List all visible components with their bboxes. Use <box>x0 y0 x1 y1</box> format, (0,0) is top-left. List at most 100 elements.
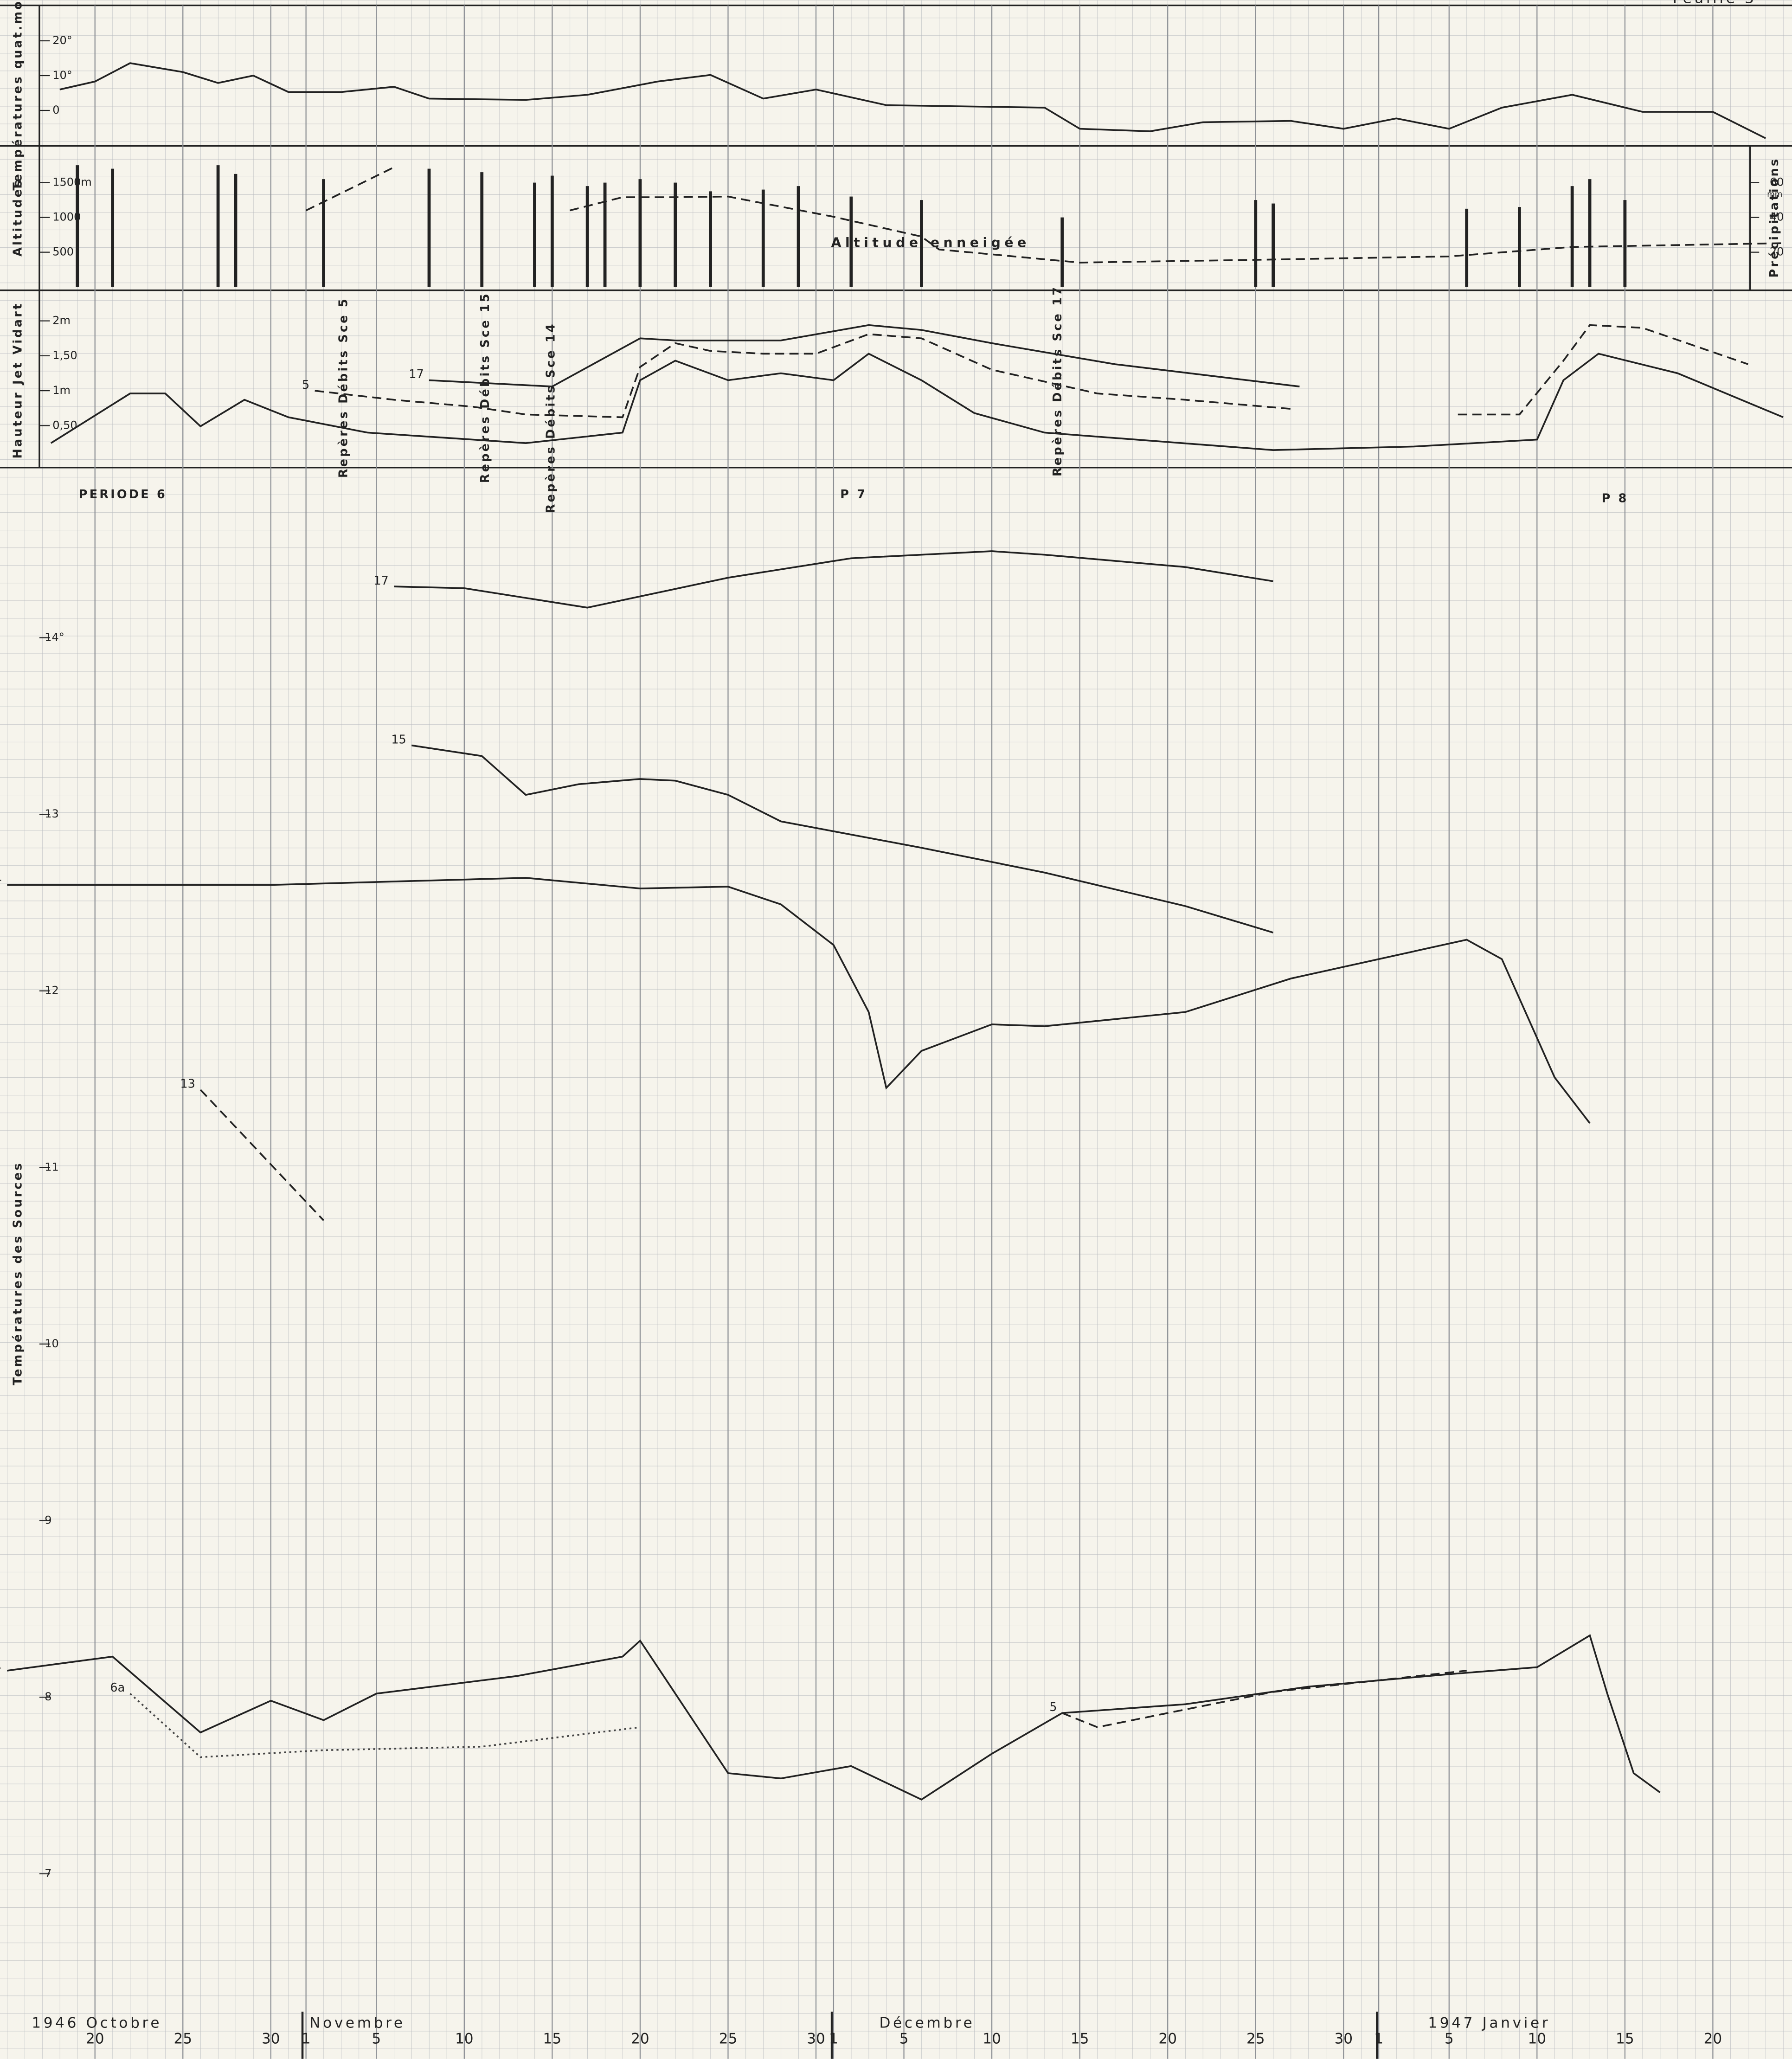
x-tick-label: 30 <box>1334 2030 1353 2047</box>
precipitation-bar <box>796 186 800 287</box>
precipitation-bar <box>322 179 325 287</box>
precipitation-bar <box>920 200 923 287</box>
month-label: 1947 Janvier <box>1428 2014 1550 2031</box>
precipitation-bar <box>480 172 484 287</box>
series-line <box>199 1089 324 1221</box>
x-tick-label: 20 <box>86 2030 104 2047</box>
y2-tick-label: 60 <box>1770 176 1784 189</box>
precipitation-bar <box>849 196 853 287</box>
x-tick-label: 10 <box>1528 2030 1547 2047</box>
series-label: 13 <box>180 1077 195 1091</box>
y2-tick-label: 40 <box>1770 211 1784 224</box>
precipitation-bar <box>1518 207 1521 287</box>
month-label: Décembre <box>879 2014 975 2031</box>
y-tick-label: 10 <box>45 1337 59 1350</box>
series-line <box>411 744 1274 933</box>
month-label: 1946 Octobre <box>32 2014 162 2031</box>
x-tick-label: 10 <box>983 2030 1001 2047</box>
precipitation-bar <box>709 191 712 287</box>
annotation: P 8 <box>1602 492 1629 506</box>
precipitation-bar <box>76 165 79 287</box>
series-line <box>394 550 1273 609</box>
y-tick-label: 9 <box>45 1514 51 1527</box>
y-tick-label: 13 <box>45 807 59 820</box>
x-tick-label: 1 <box>1374 2030 1383 2047</box>
series-label: 17 <box>373 574 388 588</box>
series-line <box>429 324 1300 387</box>
y-tick-label: 1,50 <box>52 349 77 362</box>
precipitation-bar <box>674 182 677 287</box>
x-tick-label: 30 <box>807 2030 825 2047</box>
x-tick-label: 25 <box>173 2030 192 2047</box>
x-tick-label: 15 <box>1071 2030 1089 2047</box>
series-label: 6a <box>110 1681 125 1695</box>
x-tick-label: 15 <box>1616 2030 1634 2047</box>
precipitation-bar <box>1623 200 1627 287</box>
precipitation-bar <box>1465 208 1469 287</box>
y2-unit: mm <box>1767 190 1782 199</box>
x-tick-label: 30 <box>262 2030 280 2047</box>
series-label: 5 <box>302 378 309 392</box>
series-line <box>50 353 1784 451</box>
y-tick-label: 14° <box>45 631 64 643</box>
precipitation-bar <box>1060 217 1064 287</box>
y-axis-title: Altitudes <box>11 178 25 257</box>
precipitation-bar <box>638 179 642 287</box>
panel-frames <box>0 4 1792 469</box>
y-tick-label: 10° <box>52 69 72 82</box>
y-tick-label: 2m <box>52 314 71 327</box>
precipitation-bar <box>216 165 220 287</box>
x-tick-label: 25 <box>1246 2030 1265 2047</box>
series-line <box>7 877 1591 1124</box>
annotation: Repères Débits Sce 15 <box>478 292 492 483</box>
y-tick-label: 20° <box>52 34 72 47</box>
series-line <box>1062 1670 1467 1728</box>
series-label: 17 <box>409 367 424 381</box>
x-tick-label: 1 <box>302 2030 311 2047</box>
x-tick-label: 20 <box>1158 2030 1177 2047</box>
precipitation-bar <box>603 182 607 287</box>
x-tick-label: 20 <box>631 2030 649 2047</box>
precipitation-bar <box>585 186 589 287</box>
y-tick-label: 0 <box>52 103 59 116</box>
series-label: 15 <box>391 733 406 746</box>
month-label: Novembre <box>309 2014 405 2031</box>
precipitation-bar <box>1254 200 1258 287</box>
x-tick-label: 10 <box>455 2030 474 2047</box>
y-tick-label: 11 <box>45 1160 59 1173</box>
x-tick-label: 5 <box>899 2030 909 2047</box>
sheet-label: Feuille 3 <box>1673 0 1757 6</box>
annotation: Repères Débits Sce 17 <box>1051 285 1065 476</box>
y2-axis-title: Précipitations <box>1767 157 1781 278</box>
series-line <box>7 1634 1661 1801</box>
series-label: 5 <box>1049 1700 1057 1714</box>
annotation: Repères Débits Sce 14 <box>544 322 558 513</box>
series-label: 14 <box>0 872 2 886</box>
y-axis-title: Températures quat.moy.air <box>11 0 25 191</box>
series-line <box>59 62 1766 139</box>
y-tick-label: 12 <box>45 984 59 997</box>
precipitation-bar <box>533 182 536 287</box>
annotation: P 7 <box>840 488 867 502</box>
y-tick-label: 500 <box>52 245 74 258</box>
y-tick-label: 1m <box>52 384 71 397</box>
y-tick-label: 1500m <box>52 176 92 189</box>
series-line <box>305 166 1784 264</box>
precipitation-bar <box>1588 179 1592 287</box>
series-label: 1 <box>0 1658 2 1672</box>
precipitation-bar <box>761 189 765 287</box>
y-axis-title: Hauteur Jet Vidart <box>11 302 25 459</box>
y-tick-label: 7 <box>45 1867 51 1880</box>
x-tick-label: 20 <box>1704 2030 1722 2047</box>
series-line <box>129 1693 641 1758</box>
y-tick-label: 8 <box>45 1690 51 1703</box>
x-tick-label: 5 <box>372 2030 381 2047</box>
x-tick-label: 1 <box>829 2030 838 2047</box>
precipitation-bar <box>234 174 238 287</box>
precipitation-bar <box>550 175 554 287</box>
series-line <box>315 324 1748 418</box>
annotation: Repères Débits Sce 5 <box>336 297 350 478</box>
x-tick-label: 5 <box>1445 2030 1454 2047</box>
